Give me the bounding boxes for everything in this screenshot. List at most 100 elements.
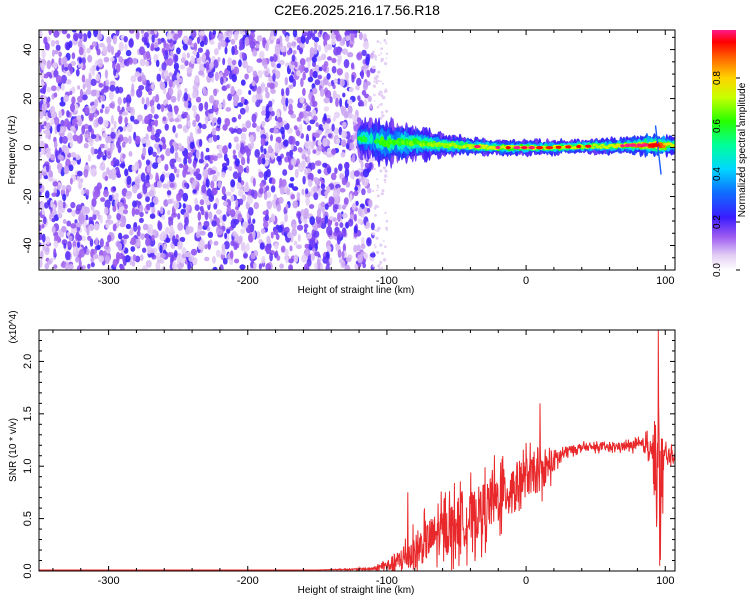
noise-blob xyxy=(244,73,249,80)
noise-blob xyxy=(151,81,155,91)
noise-blob xyxy=(342,121,347,128)
noise-blob xyxy=(145,196,150,203)
noise-blob xyxy=(147,227,152,234)
noise-blob xyxy=(253,262,257,269)
noise-blob xyxy=(350,62,355,70)
noise-blob xyxy=(39,140,45,149)
noise-blob xyxy=(252,70,258,78)
noise-blob xyxy=(274,46,281,56)
noise-blob xyxy=(209,40,215,45)
noise-blob xyxy=(189,141,195,149)
noise-blob xyxy=(237,114,242,120)
noise-blob xyxy=(71,118,77,127)
signal-hotspot xyxy=(513,146,521,150)
noise-blob xyxy=(53,140,58,149)
noise-blob xyxy=(66,220,72,227)
noise-blob xyxy=(148,149,152,156)
noise-blob xyxy=(103,56,110,63)
snr-frame xyxy=(38,329,676,572)
noise-blob xyxy=(56,85,60,92)
noise-blob xyxy=(296,192,301,199)
noise-blob xyxy=(76,241,81,249)
noise-blob xyxy=(88,124,93,133)
noise-blob xyxy=(114,192,119,199)
noise-blob xyxy=(338,258,344,264)
noise-blob xyxy=(286,50,291,56)
noise-blob xyxy=(132,200,137,208)
noise-blob xyxy=(186,52,190,59)
noise-blob xyxy=(184,60,189,67)
noise-blob xyxy=(122,153,126,159)
noise-blob xyxy=(221,171,226,178)
noise-blob xyxy=(210,155,215,161)
noise-blob xyxy=(45,128,50,137)
noise-blob xyxy=(366,69,371,78)
noise-blob xyxy=(58,147,62,154)
noise-speck xyxy=(385,219,389,223)
noise-blob xyxy=(141,119,145,125)
colorbar-ticks: 0.0 0.2 0.4 0.6 0.8 xyxy=(712,71,740,277)
noise-blob xyxy=(109,80,116,87)
noise-blob xyxy=(170,95,177,103)
noise-blob xyxy=(291,41,297,47)
noise-blob xyxy=(63,145,70,156)
signal-blob xyxy=(369,132,373,145)
noise-blob xyxy=(314,79,321,86)
noise-blob xyxy=(344,30,350,37)
noise-blob xyxy=(83,143,89,149)
noise-blob xyxy=(185,226,191,235)
noise-blob xyxy=(261,81,265,91)
noise-speck xyxy=(379,116,383,120)
noise-blob xyxy=(239,264,246,270)
noise-blob xyxy=(341,106,347,116)
noise-blob xyxy=(95,237,99,246)
noise-blob xyxy=(44,246,50,256)
noise-blob xyxy=(129,227,134,236)
noise-blob xyxy=(210,180,215,189)
noise-blob xyxy=(335,97,339,107)
noise-speck xyxy=(380,57,385,62)
noise-blob xyxy=(335,34,342,42)
noise-speck xyxy=(380,111,384,114)
noise-blob xyxy=(358,99,363,106)
noise-blob xyxy=(195,96,202,103)
noise-blob xyxy=(325,264,330,270)
noise-blob xyxy=(126,94,131,100)
noise-blob xyxy=(176,173,180,178)
noise-blob xyxy=(365,221,370,229)
noise-blob xyxy=(201,184,207,194)
noise-blob xyxy=(240,79,246,86)
noise-blob xyxy=(122,255,126,264)
noise-blob xyxy=(135,135,141,145)
noise-blob xyxy=(330,172,337,181)
noise-blob xyxy=(233,31,239,41)
noise-speck xyxy=(375,79,378,83)
noise-blob xyxy=(203,168,209,178)
noise-blob xyxy=(277,116,283,123)
noise-blob xyxy=(296,244,302,249)
noise-blob xyxy=(90,146,95,155)
noise-blob xyxy=(96,244,101,250)
noise-blob xyxy=(146,203,151,211)
noise-speck xyxy=(373,244,376,247)
noise-blob xyxy=(104,175,109,181)
noise-blob xyxy=(106,36,112,44)
noise-blob xyxy=(121,141,126,148)
noise-blob xyxy=(345,257,352,263)
y-tick-label: 1.0 xyxy=(22,459,34,474)
noise-blob xyxy=(70,201,76,209)
snr-background xyxy=(39,330,675,571)
noise-speck xyxy=(373,100,376,102)
noise-blob xyxy=(334,226,340,234)
noise-blob xyxy=(362,168,370,178)
noise-blob xyxy=(57,212,63,219)
noise-blob xyxy=(187,157,192,164)
noise-blob xyxy=(126,175,132,185)
noise-blob xyxy=(173,33,179,41)
noise-blob xyxy=(323,113,327,122)
signal-spike xyxy=(654,125,662,175)
noise-blob xyxy=(342,48,348,55)
spectrogram-signal-layer xyxy=(356,116,675,175)
noise-blob xyxy=(233,94,240,103)
noise-blob xyxy=(160,103,165,113)
